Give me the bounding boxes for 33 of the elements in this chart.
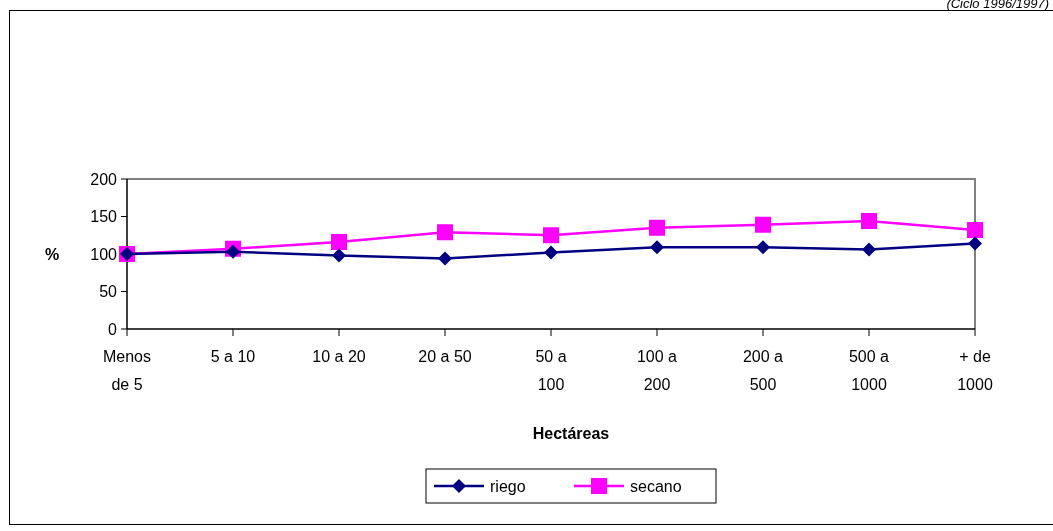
y-tick-label: 100 (90, 245, 118, 263)
point (226, 244, 240, 259)
x-tick-label: 200 a 500 (742, 348, 784, 393)
x-tick-label: 10 a 20 (312, 348, 366, 365)
point (437, 224, 453, 241)
legend-label: secano (630, 477, 682, 495)
point (756, 240, 770, 255)
point (438, 251, 452, 266)
point (543, 227, 559, 244)
point (968, 236, 982, 251)
point (967, 222, 983, 238)
x-tick-label: + de 1000 (957, 348, 993, 393)
point (331, 234, 347, 250)
x-axis-title: Hectáreas (532, 425, 610, 442)
y-axis-title: % (44, 245, 60, 263)
y-tick-label: 200 (90, 170, 118, 188)
point (755, 216, 771, 233)
legend-label: riego (490, 477, 526, 495)
point (332, 248, 346, 263)
x-tick-label: 100 a 200 (636, 348, 678, 393)
point (544, 245, 558, 260)
x-tick-label: 500 a 1000 (848, 348, 890, 393)
y-tick-label: 0 (108, 320, 118, 338)
point (862, 242, 876, 257)
x-tick-label: 50 a 100 (535, 348, 567, 393)
point (861, 213, 877, 229)
point (650, 240, 664, 255)
x-tick-label: 20 a 50 (418, 348, 472, 365)
y-tick-label: 150 (90, 208, 118, 226)
y-tick-label: 50 (99, 283, 118, 301)
x-tick-label: Menos de 5 (102, 348, 152, 393)
point (649, 219, 665, 236)
x-tick-label: 5 a 10 (210, 348, 256, 365)
